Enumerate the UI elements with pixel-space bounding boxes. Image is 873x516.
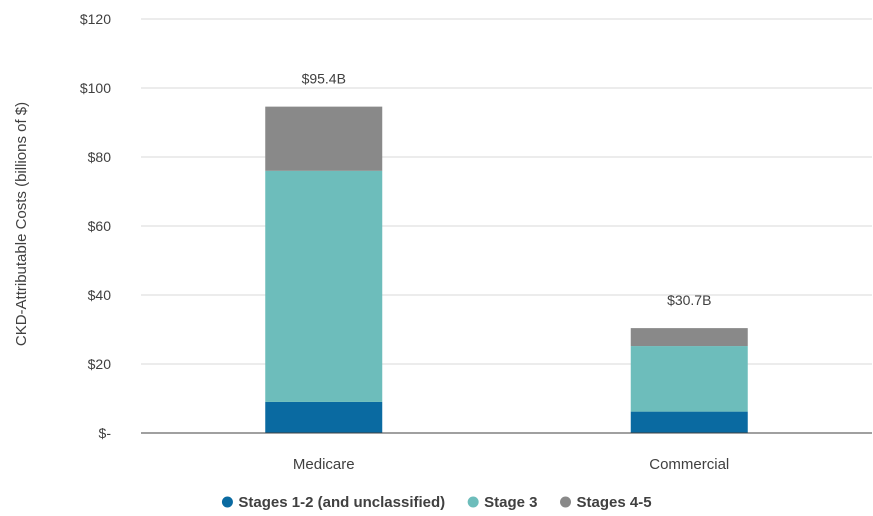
x-category-label: Medicare — [293, 456, 355, 473]
legend-label: Stage 3 — [484, 494, 537, 511]
y-tick-label: $20 — [88, 356, 112, 372]
legend-marker — [560, 496, 572, 508]
legend-marker — [467, 496, 479, 508]
bar-total-label: $30.7B — [667, 292, 711, 308]
legend-label: Stages 1-2 (and unclassified) — [238, 494, 445, 511]
data-labels: $95.4B $30.7B — [302, 71, 712, 308]
x-axis-categories: Medicare Commercial — [293, 456, 729, 473]
y-tick-label: $80 — [88, 149, 112, 165]
y-tick-label: $60 — [88, 218, 112, 234]
bar-segment — [265, 401, 383, 433]
y-tick-label: $120 — [80, 11, 111, 27]
legend: Stages 1-2 (and unclassified) Stage 3 Stag… — [221, 494, 652, 511]
legend-marker — [221, 496, 233, 508]
y-tick-label: $- — [99, 425, 112, 441]
y-tick-label: $100 — [80, 80, 111, 96]
y-axis-label: CKD-Attributable Costs (billions of $) — [13, 102, 30, 346]
legend-item: Stages 1-2 (and unclassified) — [221, 494, 445, 511]
bar-segment — [630, 328, 748, 347]
bars — [265, 106, 748, 433]
legend-item: Stage 3 — [467, 494, 538, 511]
y-tick-label: $40 — [88, 287, 112, 303]
legend-label: Stages 4-5 — [577, 494, 652, 511]
x-category-label: Commercial — [649, 456, 729, 473]
bar-segment — [630, 346, 748, 412]
legend-item: Stages 4-5 — [560, 494, 652, 511]
gridlines — [141, 18, 872, 365]
y-axis-ticks: $- $20 $40 $60 $80 $100 $120 — [80, 11, 111, 441]
bar-total-label: $95.4B — [302, 71, 346, 87]
bar-segment — [265, 170, 383, 402]
bar-segment — [265, 106, 383, 171]
bar-segment — [630, 411, 748, 433]
